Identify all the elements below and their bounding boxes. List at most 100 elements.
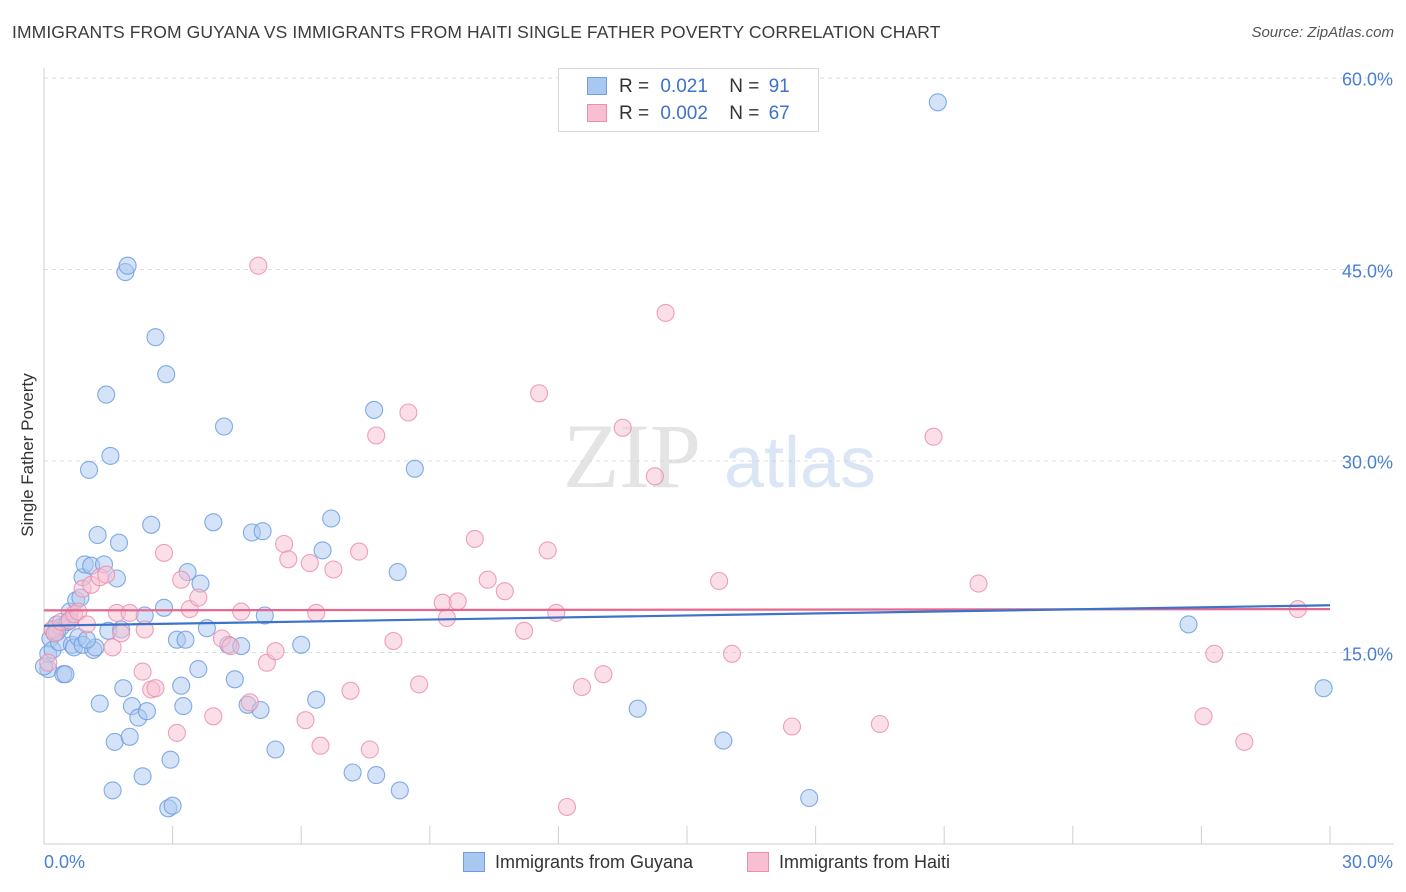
guyana-point [97, 385, 116, 404]
haiti-point [448, 592, 467, 611]
guyana-point [154, 598, 174, 617]
grid-lines [44, 77, 1394, 653]
bottom-legend-label-haiti: Immigrants from Haiti [779, 852, 951, 872]
haiti-point [172, 570, 191, 589]
legend-n-value-guyana: 91 [768, 76, 790, 97]
guyana-trend-line [43, 604, 1331, 627]
haiti-point [350, 542, 369, 561]
bottom-legend-label-guyana: Immigrants from Guyana [495, 852, 694, 872]
haiti-point [97, 565, 116, 584]
haiti-point [279, 550, 298, 569]
bottom-legend-swatch-haiti [747, 852, 769, 872]
haiti-point [782, 717, 802, 736]
haiti-point [465, 529, 484, 548]
haiti-point [232, 602, 251, 621]
haiti-point [969, 574, 988, 593]
guyana-point [214, 417, 234, 436]
haiti-point [69, 602, 88, 621]
haiti-point [410, 675, 429, 694]
haiti-point [572, 677, 592, 697]
haiti-point [249, 256, 268, 275]
haiti-point [870, 714, 889, 734]
guyana-point [343, 763, 362, 782]
guyana-point [114, 679, 133, 698]
guyana-point [142, 515, 161, 534]
haiti-point [300, 554, 319, 573]
haiti-point [1205, 644, 1224, 663]
legend-n-value-haiti: 67 [768, 103, 790, 124]
haiti-point [103, 638, 122, 657]
haiti-point [146, 679, 165, 698]
guyana-point [105, 732, 124, 751]
haiti-point [645, 467, 664, 486]
haiti-point [367, 426, 386, 445]
haiti-point [311, 736, 330, 755]
guyana-point [79, 460, 99, 479]
haiti-point [324, 560, 343, 579]
guyana-point [56, 665, 75, 684]
legend-r-value-haiti: 0.002 [660, 103, 708, 124]
guyana-point [133, 767, 152, 786]
legend-r-label: R = [619, 103, 650, 124]
haiti-point [112, 624, 131, 643]
guyana-point [157, 365, 176, 384]
guyana-point [365, 400, 384, 419]
trend-lines [43, 604, 1331, 627]
guyana-point [172, 676, 191, 695]
guyana-point [88, 525, 107, 545]
legend-n-label: N = [729, 103, 760, 124]
legend-row-guyana: R = 0.021 N = 91 [619, 76, 790, 98]
haiti-point [613, 418, 632, 437]
haiti-point [495, 582, 514, 601]
haiti-point [399, 403, 418, 422]
guyana-point [103, 781, 122, 800]
x-tick-label-max: 30.0% [1341, 852, 1393, 872]
haiti-point [538, 541, 557, 560]
guyana-point [174, 697, 193, 716]
legend-r-label: R = [619, 76, 650, 97]
guyana-point [628, 699, 647, 718]
guyana-point [120, 727, 139, 746]
haiti-point [167, 723, 186, 742]
guyana-point [253, 522, 272, 541]
haiti-point [530, 384, 549, 403]
guyana-point [77, 630, 96, 649]
guyana-point [928, 93, 947, 112]
haiti-point [189, 588, 208, 607]
guyana-point [405, 459, 424, 478]
guyana-point [176, 630, 195, 649]
legend-swatch-haiti [587, 104, 607, 122]
chart-title: IMMIGRANTS FROM GUYANA VS IMMIGRANTS FRO… [12, 22, 941, 42]
guyana-point [189, 660, 208, 679]
guyana-point [204, 513, 223, 532]
guyana-point [161, 750, 180, 769]
correlation-legend: R = 0.021 N = 91 R = 0.002 N = 67 [558, 68, 819, 132]
legend-n-label: N = [729, 76, 760, 97]
haiti-point [478, 570, 497, 589]
guyana-point [109, 533, 129, 552]
x-tick-label-min: 0.0% [44, 852, 86, 872]
haiti-point [433, 593, 452, 612]
guyana-point [388, 563, 407, 582]
guyana-point [322, 509, 341, 528]
guyana-point [307, 690, 326, 709]
bottom-legend-swatch-guyana [463, 852, 485, 872]
haiti-point [154, 543, 174, 562]
legend-swatch-guyana [587, 77, 607, 95]
haiti-point [266, 642, 285, 661]
axes [43, 68, 1394, 845]
haiti-point [1194, 707, 1213, 726]
bottom-legend-haiti: Immigrants from Haiti [747, 852, 950, 873]
haiti-point [722, 644, 742, 663]
y-tick-label: 45.0% [1341, 261, 1393, 281]
haiti-point [557, 797, 577, 817]
legend-r-value-guyana: 0.021 [660, 76, 708, 97]
source-label: Source: ZipAtlas.com [1251, 24, 1394, 41]
guyana-point [90, 694, 109, 713]
haiti-point [133, 662, 152, 681]
haiti-point [307, 603, 326, 622]
watermark-zip: ZIP [563, 405, 701, 507]
haiti-point [275, 534, 294, 554]
y-tick-label: 30.0% [1341, 452, 1393, 473]
